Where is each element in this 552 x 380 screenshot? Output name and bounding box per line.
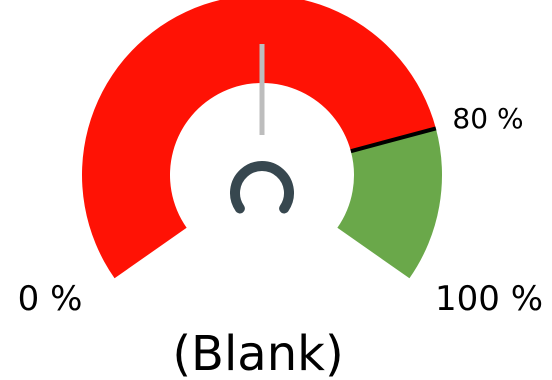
- max-label: 100 %: [435, 279, 543, 319]
- threshold-label: 80 %: [452, 102, 523, 135]
- threshold-marker: [350, 126, 437, 154]
- gauge-bands: [82, 0, 442, 279]
- gauge-band-0: [82, 0, 436, 279]
- min-label: 0 %: [18, 279, 83, 319]
- value-label: (Blank): [172, 326, 343, 380]
- gauge-needle-group: [230, 44, 294, 214]
- gauge-band-1: [337, 128, 442, 279]
- gauge-hub: [230, 161, 294, 214]
- gauge-threshold: [350, 126, 437, 154]
